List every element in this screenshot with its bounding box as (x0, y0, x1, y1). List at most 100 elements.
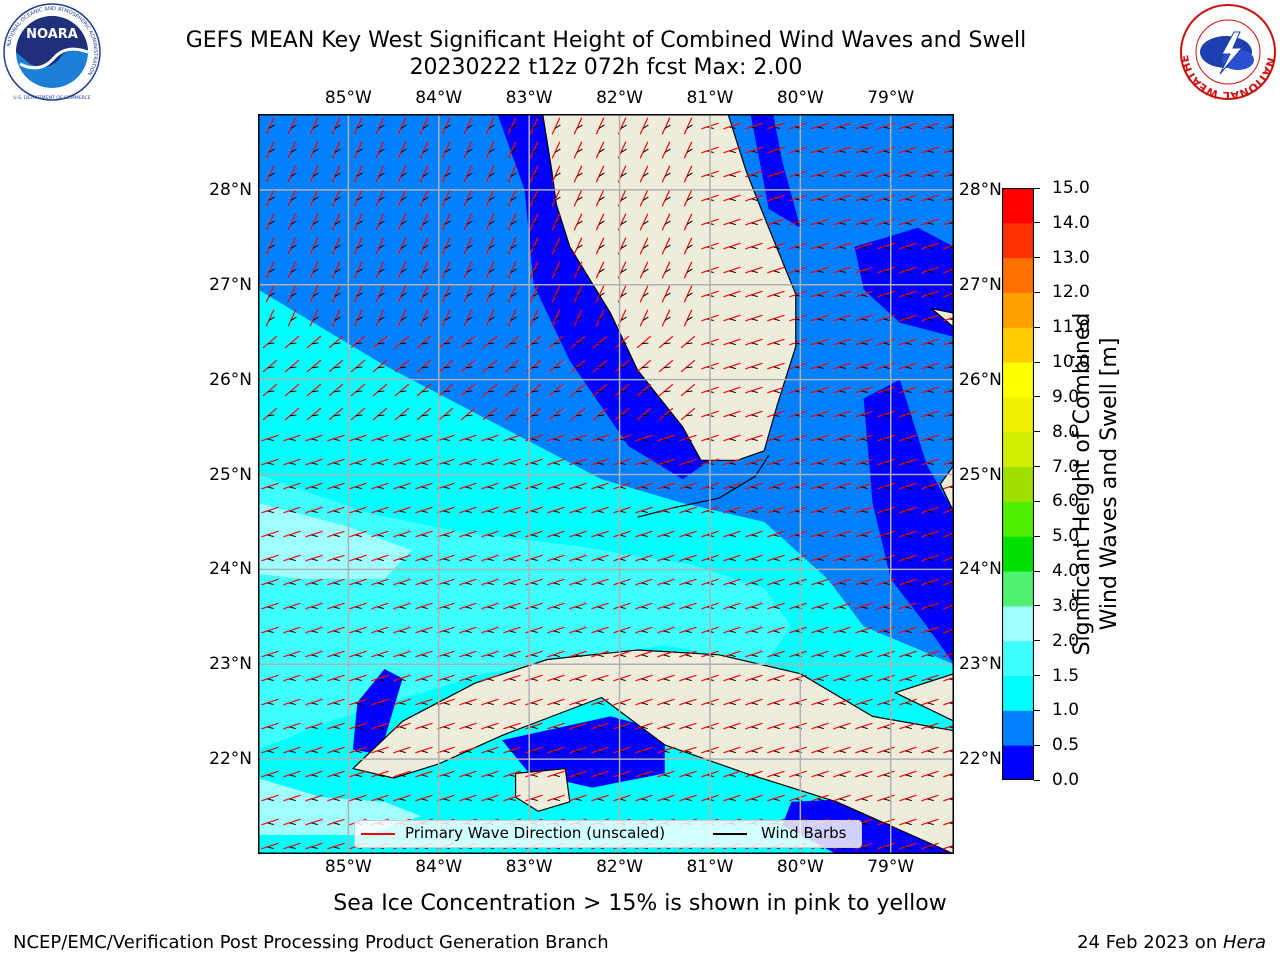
colorbar-tick-label: 9.0 (1052, 386, 1080, 407)
wave-arrow (481, 626, 499, 634)
wave-arrow (899, 578, 917, 586)
wave-arrow (525, 530, 543, 538)
wave-arrow (265, 237, 275, 255)
wave-arrow (305, 770, 323, 778)
wave-arrow (481, 602, 499, 610)
wave-arrow (679, 578, 697, 586)
wave-arrow (921, 242, 939, 250)
wave-arrow (595, 213, 605, 231)
wave-arrow (855, 626, 873, 634)
colorbar-tick-label: 13.0 (1052, 247, 1090, 268)
wave-arrow (261, 698, 279, 706)
wave-arrow (723, 626, 741, 634)
wave-arrow (613, 650, 631, 658)
wave-arrow (459, 578, 477, 586)
wave-arrow (265, 309, 275, 327)
colorbar-tick-label: 3.0 (1052, 595, 1080, 616)
fill-0-0p5-batabano (502, 716, 665, 788)
wave-arrow (877, 314, 895, 322)
wave-arrow (855, 746, 873, 754)
wave-arrow (833, 338, 851, 346)
wave-arrow (437, 674, 455, 682)
wave-arrow (371, 434, 389, 442)
wave-arrow (507, 309, 517, 327)
wave-arrow (635, 530, 653, 538)
wave-arrow (613, 626, 631, 634)
wave-arrow (661, 141, 671, 159)
wave-arrow (283, 842, 301, 850)
wave-arrow (525, 650, 543, 658)
wave-arrow (371, 698, 389, 706)
wave-arrow (639, 117, 649, 135)
wave-arrow (661, 189, 671, 207)
wave-arrow (463, 309, 473, 327)
wave-arrow (811, 578, 829, 586)
wave-arrow (855, 122, 873, 130)
wave-arrow (855, 266, 873, 274)
wave-arrow (723, 650, 741, 658)
wave-arrow (592, 335, 608, 349)
wave-arrow (463, 141, 473, 159)
wave-arrow (899, 194, 917, 202)
wave-arrow (503, 578, 521, 586)
lat-lon-grid (258, 114, 954, 854)
lat-label-left: 23°N (209, 654, 252, 675)
wave-arrow (679, 650, 697, 658)
wave-arrow (683, 117, 693, 135)
wave-arrow (855, 482, 873, 490)
wave-arrow (419, 237, 429, 255)
wave-arrow (679, 458, 697, 466)
wave-arrow (283, 722, 301, 730)
wave-arrow (811, 410, 829, 418)
wave-arrow (459, 698, 477, 706)
wave-arrow (525, 626, 543, 634)
wave-arrow (635, 578, 653, 586)
wave-arrow (419, 261, 429, 279)
wave-arrow (833, 122, 851, 130)
wave-arrow (305, 578, 323, 586)
wave-arrow (503, 530, 521, 538)
wave-arrow (899, 266, 917, 274)
wave-arrow (657, 746, 675, 754)
wave-arrow (551, 165, 561, 183)
wave-arrow (349, 602, 367, 610)
wave-arrow (353, 237, 363, 255)
wave-arrow (481, 746, 499, 754)
wave-arrow (569, 626, 587, 634)
wave-arrow (547, 506, 565, 514)
wave-arrow (507, 285, 517, 303)
wave-arrow (899, 482, 917, 490)
wave-arrow (331, 309, 341, 327)
wave-arrow (507, 237, 517, 255)
wave-arrow (767, 362, 785, 370)
wave-arrow (529, 213, 539, 231)
wave-arrow (573, 285, 583, 303)
colorbar-segment (1002, 710, 1034, 746)
wave-arrow (635, 746, 653, 754)
wave-arrow (745, 578, 763, 586)
wave-arrow (899, 698, 917, 706)
wave-arrow (441, 117, 451, 135)
wave-arrow (393, 650, 411, 658)
lat-label-left: 22°N (209, 749, 252, 770)
wave-arrow (591, 794, 609, 802)
wave-arrow (877, 434, 895, 442)
wave-arrow (547, 794, 565, 802)
colorbar-tick-label: 0.0 (1052, 770, 1080, 790)
wave-arrow (877, 698, 895, 706)
lon-label-top: 83°W (505, 88, 553, 108)
wave-arrow (635, 698, 653, 706)
fill-0-0p5-bahamas-south (863, 379, 954, 665)
wave-arrow (811, 506, 829, 514)
lon-label-bottom: 81°W (686, 857, 734, 877)
wave-arrow (767, 170, 785, 178)
colorbar-segment (1002, 745, 1034, 781)
wave-arrow (877, 122, 895, 130)
wave-arrow (460, 359, 476, 373)
wave-arrow (371, 530, 389, 538)
wave-arrow (551, 261, 561, 279)
wave-arrow (415, 578, 433, 586)
wave-arrow (437, 506, 455, 514)
lon-label-bottom: 85°W (324, 857, 372, 877)
wave-arrow (767, 650, 785, 658)
